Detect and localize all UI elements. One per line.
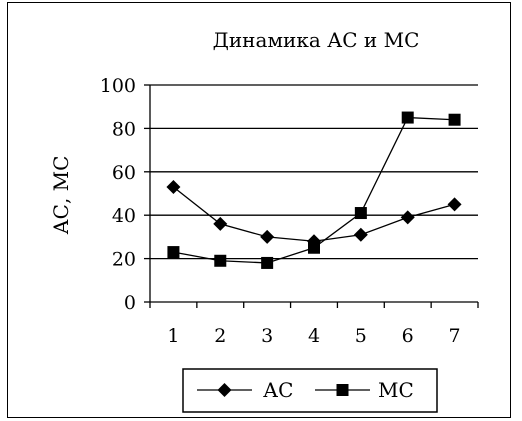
data-point-s2-3 xyxy=(261,257,273,269)
y-tick-label: 40 xyxy=(112,205,136,227)
legend-label-1: АС xyxy=(263,378,293,402)
data-point-s2-1 xyxy=(167,246,179,258)
x-tick-label: 7 xyxy=(449,325,461,347)
y-tick-label: 100 xyxy=(100,75,136,97)
x-tick-label: 3 xyxy=(261,325,273,347)
y-tick-label: 0 xyxy=(124,292,136,314)
data-point-s1-3 xyxy=(260,230,274,244)
legend-label-2: МС xyxy=(378,378,414,402)
data-point-s1-7 xyxy=(448,197,462,211)
data-point-s1-5 xyxy=(354,228,368,242)
chart-title: Динамика АС и МС xyxy=(213,28,420,52)
data-point-s2-5 xyxy=(355,207,367,219)
legend-marker-2 xyxy=(337,384,349,396)
x-tick-label: 5 xyxy=(355,325,367,347)
y-tick-label: 60 xyxy=(112,162,136,184)
y-tick-label: 20 xyxy=(112,249,136,271)
data-point-s1-1 xyxy=(166,180,180,194)
x-tick-label: 2 xyxy=(214,325,226,347)
data-point-s1-2 xyxy=(213,217,227,231)
x-tick-label: 1 xyxy=(167,325,179,347)
data-point-s2-6 xyxy=(402,112,414,124)
legend: АС МС xyxy=(183,369,437,412)
x-tick-label: 4 xyxy=(308,325,320,347)
y-axis-title: АС, МС xyxy=(49,156,73,235)
series-line-1 xyxy=(173,187,454,241)
y-tick-label: 80 xyxy=(112,118,136,140)
x-tick-label: 6 xyxy=(402,325,414,347)
data-point-s2-2 xyxy=(214,255,226,267)
data-point-s1-6 xyxy=(401,210,415,224)
data-point-s2-4 xyxy=(308,242,320,254)
data-point-s2-7 xyxy=(449,114,461,126)
plot-area: 0 20 40 60 80 100 1 2 3 4 5 6 7 xyxy=(100,75,478,347)
